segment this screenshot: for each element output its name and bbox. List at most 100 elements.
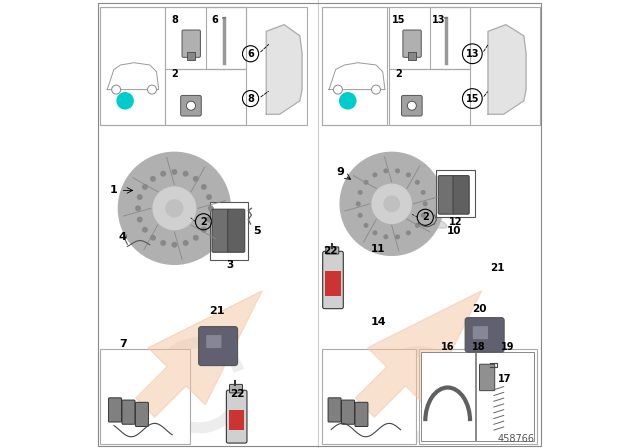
Circle shape xyxy=(172,170,177,174)
Circle shape xyxy=(151,177,156,181)
Bar xyxy=(323,7,540,125)
Circle shape xyxy=(384,196,399,211)
Text: 2: 2 xyxy=(171,69,178,79)
Circle shape xyxy=(202,185,206,189)
Text: 15: 15 xyxy=(465,94,479,103)
Circle shape xyxy=(333,85,342,94)
Circle shape xyxy=(415,224,419,227)
Circle shape xyxy=(184,172,188,176)
Circle shape xyxy=(148,85,157,94)
Text: 2: 2 xyxy=(200,217,207,227)
Text: 6: 6 xyxy=(211,15,218,25)
FancyBboxPatch shape xyxy=(479,364,495,391)
Circle shape xyxy=(421,190,425,194)
FancyBboxPatch shape xyxy=(230,384,243,393)
Text: 10: 10 xyxy=(447,226,461,236)
FancyBboxPatch shape xyxy=(136,402,148,426)
FancyBboxPatch shape xyxy=(401,95,422,116)
Bar xyxy=(100,7,307,125)
Circle shape xyxy=(415,181,419,184)
Text: 18: 18 xyxy=(472,342,486,352)
Circle shape xyxy=(207,195,211,199)
Circle shape xyxy=(151,236,156,240)
Circle shape xyxy=(138,217,142,222)
Circle shape xyxy=(161,172,165,176)
Circle shape xyxy=(421,214,425,217)
Text: 11: 11 xyxy=(371,244,385,254)
FancyBboxPatch shape xyxy=(403,30,421,57)
Ellipse shape xyxy=(124,191,234,234)
Circle shape xyxy=(186,101,195,110)
Text: 8: 8 xyxy=(247,94,254,103)
Circle shape xyxy=(193,177,198,181)
Text: 12: 12 xyxy=(449,217,463,227)
Circle shape xyxy=(340,152,443,255)
Bar xyxy=(430,385,463,439)
FancyBboxPatch shape xyxy=(408,52,416,60)
Circle shape xyxy=(358,214,362,217)
FancyBboxPatch shape xyxy=(355,402,368,426)
Circle shape xyxy=(356,202,360,206)
FancyBboxPatch shape xyxy=(228,209,244,252)
Bar xyxy=(229,410,244,430)
Circle shape xyxy=(358,190,362,194)
Circle shape xyxy=(143,228,147,232)
Bar xyxy=(476,352,534,441)
Circle shape xyxy=(207,217,211,222)
Circle shape xyxy=(143,185,147,189)
Bar xyxy=(165,69,246,125)
Circle shape xyxy=(166,200,183,217)
Text: 5: 5 xyxy=(253,226,261,236)
Ellipse shape xyxy=(345,189,447,228)
Circle shape xyxy=(396,235,399,239)
Circle shape xyxy=(340,93,356,109)
FancyArrow shape xyxy=(136,291,262,417)
FancyBboxPatch shape xyxy=(182,30,200,57)
FancyBboxPatch shape xyxy=(453,176,469,214)
Text: 14: 14 xyxy=(371,317,386,327)
FancyBboxPatch shape xyxy=(342,400,355,424)
FancyBboxPatch shape xyxy=(180,95,202,116)
FancyBboxPatch shape xyxy=(473,326,488,339)
Circle shape xyxy=(364,181,368,184)
Bar xyxy=(100,349,190,444)
Text: 1: 1 xyxy=(110,185,118,195)
Circle shape xyxy=(396,169,399,172)
Circle shape xyxy=(184,241,188,245)
Circle shape xyxy=(202,228,206,232)
Circle shape xyxy=(424,202,427,206)
FancyBboxPatch shape xyxy=(438,176,454,214)
Text: 19: 19 xyxy=(501,342,515,352)
Circle shape xyxy=(406,173,410,177)
Text: 7: 7 xyxy=(119,340,127,349)
Bar xyxy=(389,69,470,125)
FancyBboxPatch shape xyxy=(109,398,122,422)
Text: 21: 21 xyxy=(209,306,225,316)
Text: 458766: 458766 xyxy=(498,434,535,444)
Bar xyxy=(436,170,475,217)
Text: 6: 6 xyxy=(247,49,254,59)
Circle shape xyxy=(373,173,377,177)
Bar xyxy=(100,7,165,125)
Text: 22: 22 xyxy=(230,389,245,399)
Text: 8: 8 xyxy=(171,15,178,25)
Bar xyxy=(206,7,246,69)
Text: 13: 13 xyxy=(465,49,479,59)
Text: 16: 16 xyxy=(441,342,454,352)
FancyBboxPatch shape xyxy=(122,400,135,424)
FancyBboxPatch shape xyxy=(206,335,221,348)
Bar xyxy=(486,385,528,439)
Circle shape xyxy=(372,184,412,224)
Circle shape xyxy=(161,241,165,245)
Circle shape xyxy=(364,224,368,227)
Text: 2: 2 xyxy=(422,212,429,222)
Circle shape xyxy=(136,206,140,211)
Text: 20: 20 xyxy=(472,304,486,314)
Circle shape xyxy=(138,195,142,199)
Circle shape xyxy=(406,231,410,235)
Circle shape xyxy=(118,152,230,264)
Circle shape xyxy=(193,236,198,240)
FancyBboxPatch shape xyxy=(227,390,247,443)
Bar xyxy=(325,271,340,296)
Circle shape xyxy=(172,242,177,247)
